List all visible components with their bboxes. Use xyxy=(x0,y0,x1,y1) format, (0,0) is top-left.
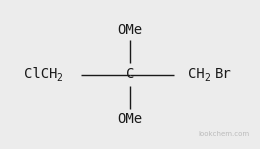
Text: OMe: OMe xyxy=(118,112,142,126)
Text: Br: Br xyxy=(215,67,232,82)
Text: lookchem.com: lookchem.com xyxy=(198,131,250,137)
Text: ClCH: ClCH xyxy=(24,67,57,82)
Text: OMe: OMe xyxy=(118,23,142,37)
Text: 2: 2 xyxy=(56,73,62,83)
Text: CH: CH xyxy=(188,67,205,82)
Text: C: C xyxy=(126,67,134,82)
Text: 2: 2 xyxy=(204,73,210,83)
